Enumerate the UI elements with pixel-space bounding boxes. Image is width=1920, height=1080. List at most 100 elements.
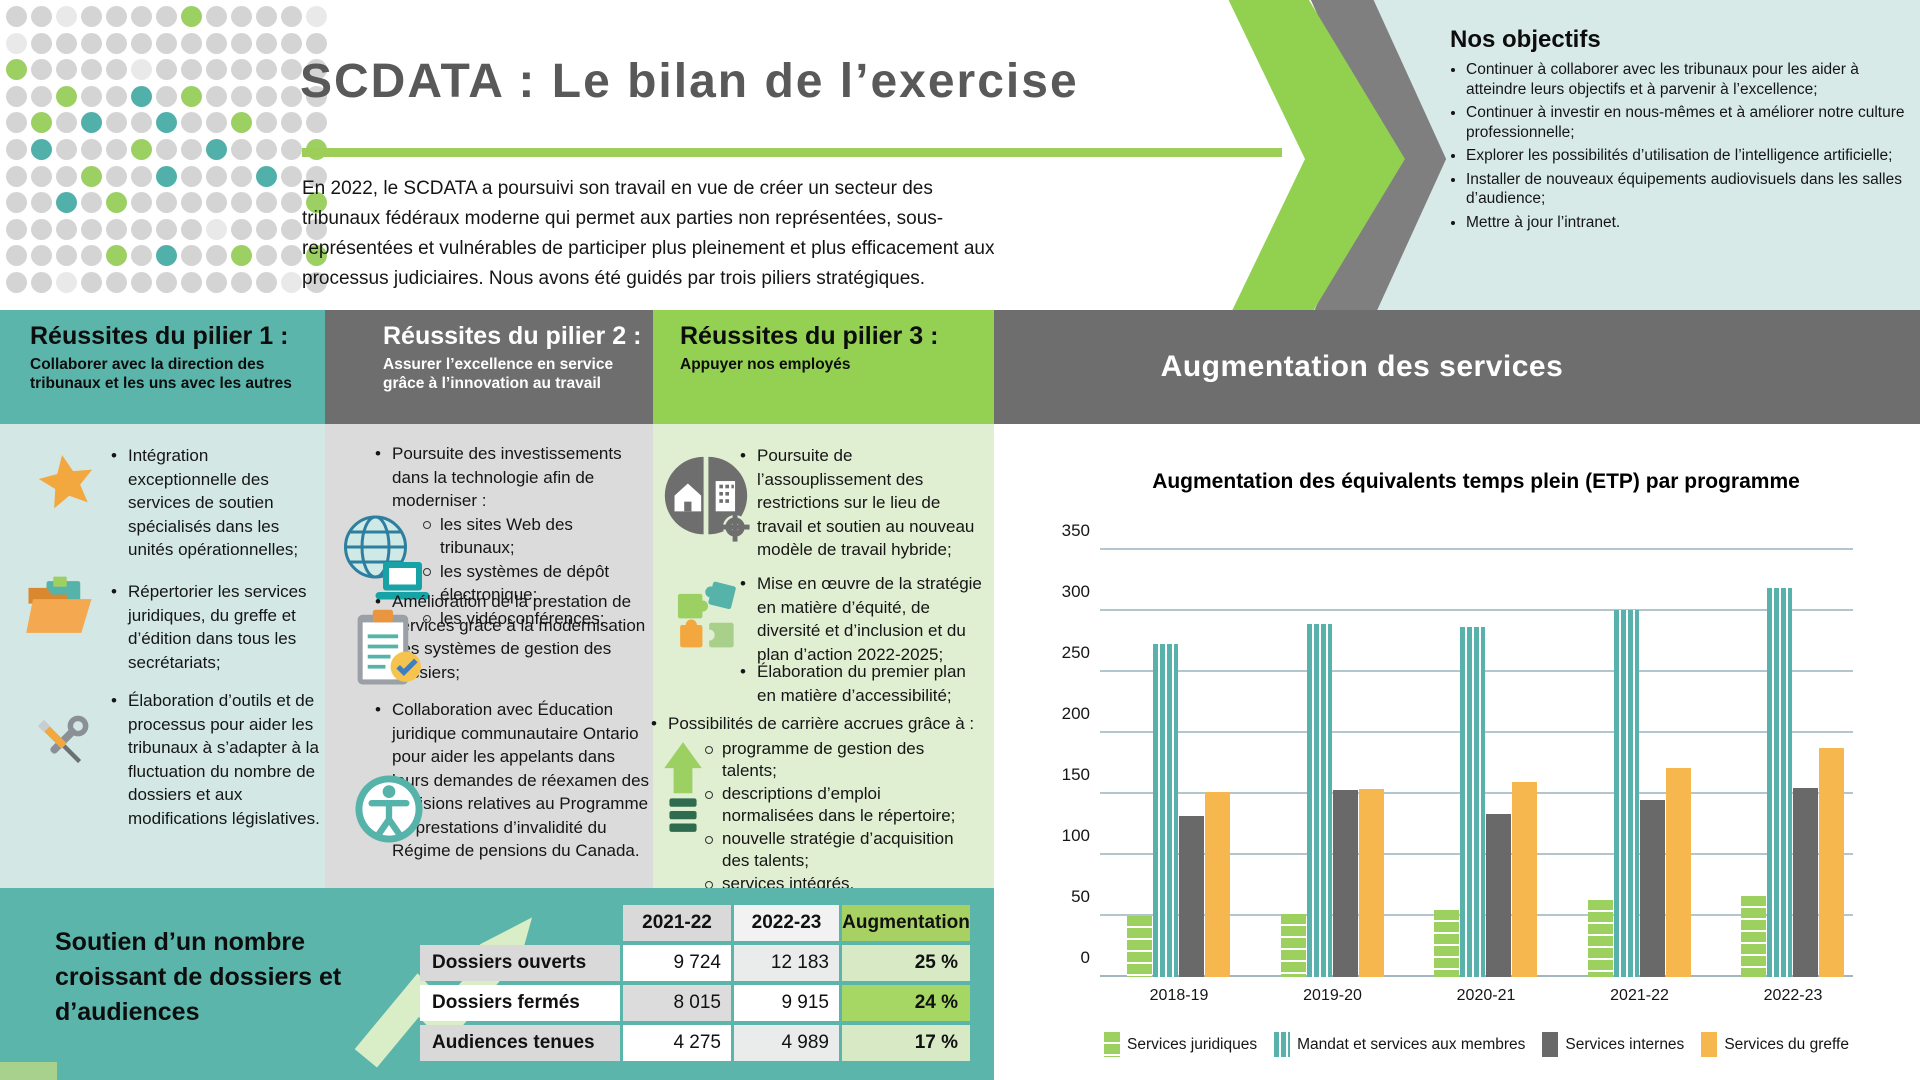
dot [306,32,327,54]
table-value: 12 183 [734,945,839,981]
dot [206,59,227,81]
support-heading: Soutien d’un nombre croissant de dossier… [55,928,342,1026]
table-value: 9 724 [623,945,731,981]
y-axis-tick-label: 150 [1061,765,1090,784]
dot [206,218,227,240]
y-axis-tick-label: 0 [1080,948,1090,967]
dot [106,85,127,107]
dot [256,112,277,134]
bar-Mandat et services aux membres [1613,609,1639,977]
pillar3-item: Mise en œuvre de la stratégie en matière… [740,572,989,666]
legend-swatch [1274,1032,1291,1057]
dot [231,112,252,134]
bar-Services du greffe [1358,789,1384,977]
chart-legend: Services juridiques Mandat et services au… [1100,1032,1853,1057]
x-axis-category-label: 2019-20 [1303,987,1362,1004]
legend-label: Services juridiques [1127,1035,1258,1053]
bar-Services internes [1486,813,1511,977]
x-axis-category-label: 2018-19 [1149,987,1209,1004]
bar-Services internes [1332,790,1358,977]
dot [231,85,252,107]
table-value: 8 015 [623,985,731,1021]
dot [81,272,102,293]
objective-item: Installer de nouveaux équipements audiov… [1466,170,1911,209]
bar-Services juridiques [1434,909,1459,977]
dot [181,6,202,27]
y-axis-tick-label: 50 [1071,887,1090,906]
pillar3-career-subitem: programme de gestion des talents; [705,738,973,783]
bar-Services du greffe [1665,768,1691,977]
table-augmentation-value: 17 % [842,1025,970,1061]
dot [231,192,252,214]
dot [56,245,77,267]
objective-item: Mettre à jour l’intranet. [1466,213,1911,233]
dot [181,218,202,240]
legend-item: Services juridiques [1104,1032,1257,1057]
dot [106,192,127,214]
bar-Services juridiques [1587,900,1613,977]
dot [31,59,52,81]
dot [256,139,277,160]
dot [306,59,327,81]
pillar1-item: Intégration exceptionnelle des services … [111,444,320,562]
bar-Services du greffe [1512,781,1537,977]
dot [6,272,27,293]
dot [81,112,102,134]
pillar3-career-subitem: descriptions d’emploi normalisées dans l… [705,783,973,828]
star-icon [36,452,98,514]
dot [281,165,302,187]
dot [231,245,252,267]
dot [306,165,327,187]
dot [181,165,202,187]
y-axis-tick-label: 200 [1061,704,1090,723]
dot [156,85,177,107]
dot [181,245,202,267]
dot [206,112,227,134]
dot [131,218,152,240]
dot [31,85,52,107]
dot [181,85,202,107]
dot [206,139,227,160]
pillar2-item: Collaboration avec Éducation juridique c… [375,698,652,863]
services-banner-title: Augmentation des services [1160,350,1564,383]
dot [306,218,327,240]
dot [156,218,177,240]
pillar1-item: Répertorier les services juridiques, du … [111,580,320,674]
x-axis-category-label: 2022-23 [1763,987,1823,1004]
objective-item: Explorer les possibilités d’utilisation … [1466,146,1911,166]
dot [106,272,127,293]
dot [206,85,227,107]
dot [106,6,127,27]
pillar3-title: Réussites du pilier 3 : [680,322,939,350]
table-column-header: 2022-23 [734,905,839,941]
legend-swatch [1104,1032,1121,1057]
dot [31,112,52,134]
workplace-icon [660,452,752,549]
table-column-header: Augmentation [842,905,970,941]
dot [131,139,152,160]
table-value: 9 915 [734,985,839,1021]
dot [56,6,77,27]
x-axis-category-label: 2021-22 [1610,987,1669,1004]
dot [6,85,27,107]
dot [181,59,202,81]
tools-icon [26,708,96,783]
dot [131,85,152,107]
dot [156,245,177,267]
dot [106,218,127,240]
pillar2-body: Poursuite des investissements dans la te… [325,424,653,888]
gridline [1100,548,1853,550]
legend-item: Services internes [1542,1032,1684,1057]
bar-Mandat et services aux membres [1767,587,1792,977]
title-underline-decoration [302,148,1282,157]
dot [231,218,252,240]
dot [281,139,302,160]
pillar2-subtitle: Assurer l’excellence en service grâce à … [383,356,614,392]
dot [31,32,52,54]
dot [281,32,302,54]
bar-Services juridiques [1280,913,1306,977]
dot [206,32,227,54]
legend-swatch [1701,1032,1718,1057]
bar-Services internes [1639,800,1665,977]
dot [181,112,202,134]
